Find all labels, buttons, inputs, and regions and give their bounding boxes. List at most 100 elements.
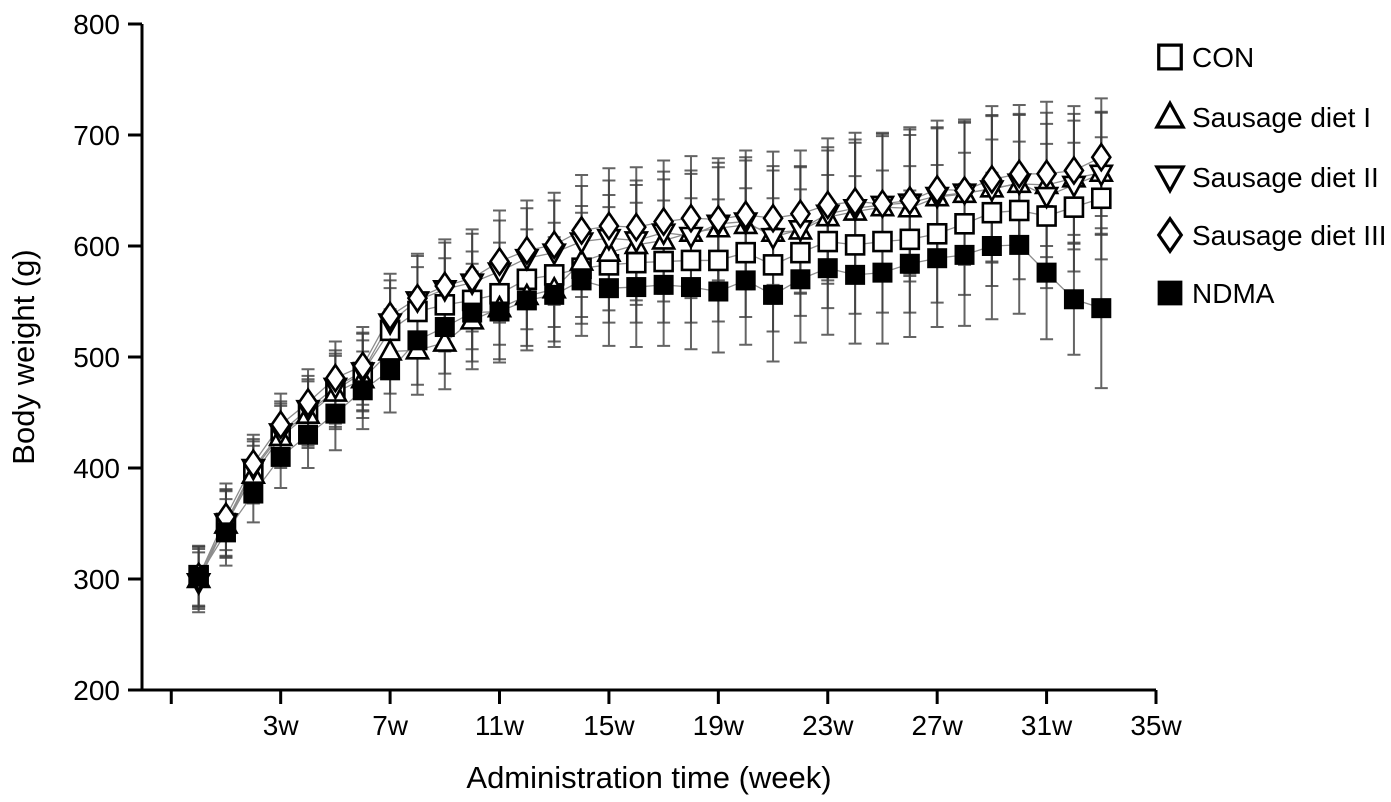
legend-item-sausage-diet-i: Sausage diet I xyxy=(1154,99,1371,133)
x-tick-label: 7w xyxy=(372,710,409,741)
y-tick-label: 400 xyxy=(73,453,120,484)
open-square-marker xyxy=(981,201,1003,224)
series-line-sausage-diet-ii xyxy=(198,173,1102,583)
open-triangle-up-marker xyxy=(377,337,403,361)
filled-square-marker xyxy=(735,270,756,291)
open-square-marker xyxy=(844,234,866,256)
open-triangle-up-marker xyxy=(568,247,595,271)
x-tick-label: 19w xyxy=(693,710,745,741)
series-line-sausage-diet-iii xyxy=(198,156,1102,578)
y-tick-label: 300 xyxy=(73,564,120,595)
filled-square-marker xyxy=(188,566,209,587)
open-diamond-marker xyxy=(1008,158,1030,190)
filled-square-marker xyxy=(516,290,537,311)
filled-square-icon xyxy=(1157,280,1183,306)
series-sausage-diet-iii xyxy=(188,141,1112,593)
open-diamond-marker xyxy=(543,229,565,261)
filled-square-marker xyxy=(899,253,920,274)
open-square-marker xyxy=(625,251,647,274)
filled-square-marker xyxy=(872,262,893,283)
error-bars-sausage-diet-iii xyxy=(192,97,1108,608)
filled-square-marker xyxy=(380,360,401,381)
filled-square-marker xyxy=(680,277,701,298)
legend: CON Sausage diet I Sausage diet II Sausage … xyxy=(1154,42,1387,309)
filled-square-marker xyxy=(243,483,264,504)
open-square-marker xyxy=(735,241,756,264)
x-tick-label: 27w xyxy=(911,710,963,741)
open-diamond-marker xyxy=(707,204,729,235)
open-square-marker xyxy=(1063,196,1085,218)
open-square-marker xyxy=(954,213,975,235)
open-diamond-marker xyxy=(926,174,948,205)
legend-item-con: CON xyxy=(1157,42,1254,73)
filled-square-marker xyxy=(462,302,483,323)
x-tick-label: 3w xyxy=(263,710,300,741)
open-square-marker xyxy=(680,249,702,272)
open-diamond-marker xyxy=(680,202,702,234)
error-bars-layer xyxy=(192,97,1108,614)
open-triangle-down-marker xyxy=(1033,186,1060,210)
open-square-marker xyxy=(1090,187,1112,210)
filled-square-marker xyxy=(763,284,784,305)
legend-label: Sausage diet III xyxy=(1192,220,1387,251)
y-tick-label: 500 xyxy=(73,342,120,373)
filled-square-marker xyxy=(845,264,866,285)
open-diamond-marker xyxy=(844,186,866,217)
open-square-marker xyxy=(872,230,893,253)
open-triangle-up-marker xyxy=(432,328,458,352)
x-tick-label: 31w xyxy=(1021,710,1073,741)
filled-square-marker xyxy=(298,424,319,445)
filled-square-marker xyxy=(1091,298,1112,319)
open-diamond-marker xyxy=(516,235,538,266)
open-diamond-marker xyxy=(297,387,319,418)
legend-label: Sausage diet II xyxy=(1192,162,1379,193)
open-square-marker xyxy=(762,254,784,276)
legend-label: CON xyxy=(1192,42,1254,73)
open-diamond-icon xyxy=(1156,215,1184,255)
legend-item-sausage-diet-iii: Sausage diet III xyxy=(1156,215,1387,255)
y-tick-label: 600 xyxy=(73,231,120,262)
open-diamond-marker xyxy=(1036,158,1058,190)
x-tick-label: 11w xyxy=(475,710,525,741)
open-diamond-marker xyxy=(406,282,429,314)
filled-square-marker xyxy=(407,330,428,351)
open-square-marker xyxy=(817,230,839,253)
open-diamond-marker xyxy=(352,350,374,382)
series-line-sausage-diet-i xyxy=(198,172,1102,580)
filled-square-marker xyxy=(215,522,236,543)
open-diamond-marker xyxy=(270,409,292,440)
filled-square-marker xyxy=(544,284,565,305)
axes-layer: 200 300 400 500 600 700 800 3w 7w 11w 15w 19w 23w 27w… xyxy=(73,9,1182,741)
filled-square-marker xyxy=(954,244,975,265)
open-diamond-marker xyxy=(598,210,620,242)
open-square-marker xyxy=(653,250,674,273)
open-square-marker xyxy=(926,222,948,245)
open-diamond-marker xyxy=(871,188,894,220)
y-axis-label: Body weight (g) xyxy=(6,249,41,464)
open-diamond-marker xyxy=(1090,141,1112,173)
open-diamond-marker xyxy=(625,211,647,243)
series-ndma xyxy=(188,234,1112,587)
series-markers-layer xyxy=(185,141,1114,597)
x-tick-label: 35w xyxy=(1130,710,1182,741)
open-diamond-marker xyxy=(762,202,784,234)
x-tick-label: 23w xyxy=(802,710,854,741)
legend-item-ndma: NDMA xyxy=(1157,278,1275,309)
open-square-marker xyxy=(899,228,921,251)
filled-square-marker xyxy=(653,274,674,295)
open-diamond-marker xyxy=(379,300,401,332)
open-diamond-marker xyxy=(953,175,976,206)
filled-square-marker xyxy=(571,270,592,291)
open-diamond-marker xyxy=(789,198,811,230)
y-tick-label: 700 xyxy=(73,120,120,151)
y-tick-label: 800 xyxy=(73,9,120,40)
open-triangle-up-icon xyxy=(1154,99,1186,129)
series-line-con xyxy=(198,197,1102,576)
filled-square-marker xyxy=(598,278,619,299)
filled-square-marker xyxy=(1036,262,1057,283)
open-diamond-marker xyxy=(735,199,757,231)
open-diamond-marker xyxy=(899,185,921,216)
open-square-marker xyxy=(708,249,729,272)
